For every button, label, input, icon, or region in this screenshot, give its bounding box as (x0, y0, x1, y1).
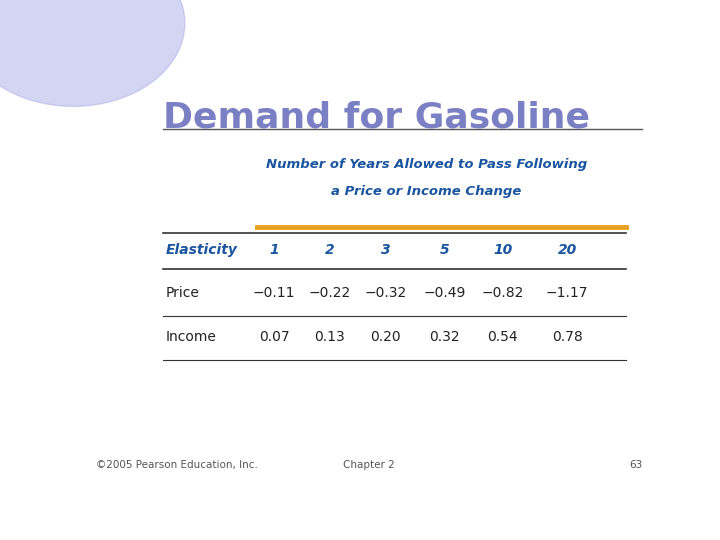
Text: 63: 63 (629, 460, 642, 470)
Text: Elasticity: Elasticity (166, 243, 237, 257)
Text: 0.78: 0.78 (552, 330, 582, 344)
Text: 0.32: 0.32 (429, 330, 459, 344)
Text: 20: 20 (557, 243, 577, 257)
Text: 1: 1 (269, 243, 279, 257)
Text: ©2005 Pearson Education, Inc.: ©2005 Pearson Education, Inc. (96, 460, 258, 470)
Text: Number of Years Allowed to Pass Following: Number of Years Allowed to Pass Followin… (266, 158, 587, 171)
Text: 3: 3 (381, 243, 390, 257)
Text: 0.20: 0.20 (370, 330, 401, 344)
Text: 0.54: 0.54 (487, 330, 518, 344)
Text: −1.17: −1.17 (546, 287, 588, 300)
Text: −0.82: −0.82 (482, 287, 524, 300)
Text: Price: Price (166, 287, 199, 300)
Circle shape (0, 0, 185, 106)
Text: Demand for Gasoline: Demand for Gasoline (163, 100, 590, 134)
Text: 0.07: 0.07 (258, 330, 289, 344)
Text: 10: 10 (493, 243, 513, 257)
Text: Income: Income (166, 330, 216, 344)
Text: 5: 5 (439, 243, 449, 257)
Text: 2: 2 (325, 243, 335, 257)
Text: −0.11: −0.11 (253, 287, 295, 300)
Text: −0.49: −0.49 (423, 287, 466, 300)
Text: −0.22: −0.22 (309, 287, 351, 300)
Text: Chapter 2: Chapter 2 (343, 460, 395, 470)
Text: a Price or Income Change: a Price or Income Change (331, 185, 521, 198)
Text: −0.32: −0.32 (364, 287, 407, 300)
Text: 0.13: 0.13 (315, 330, 346, 344)
